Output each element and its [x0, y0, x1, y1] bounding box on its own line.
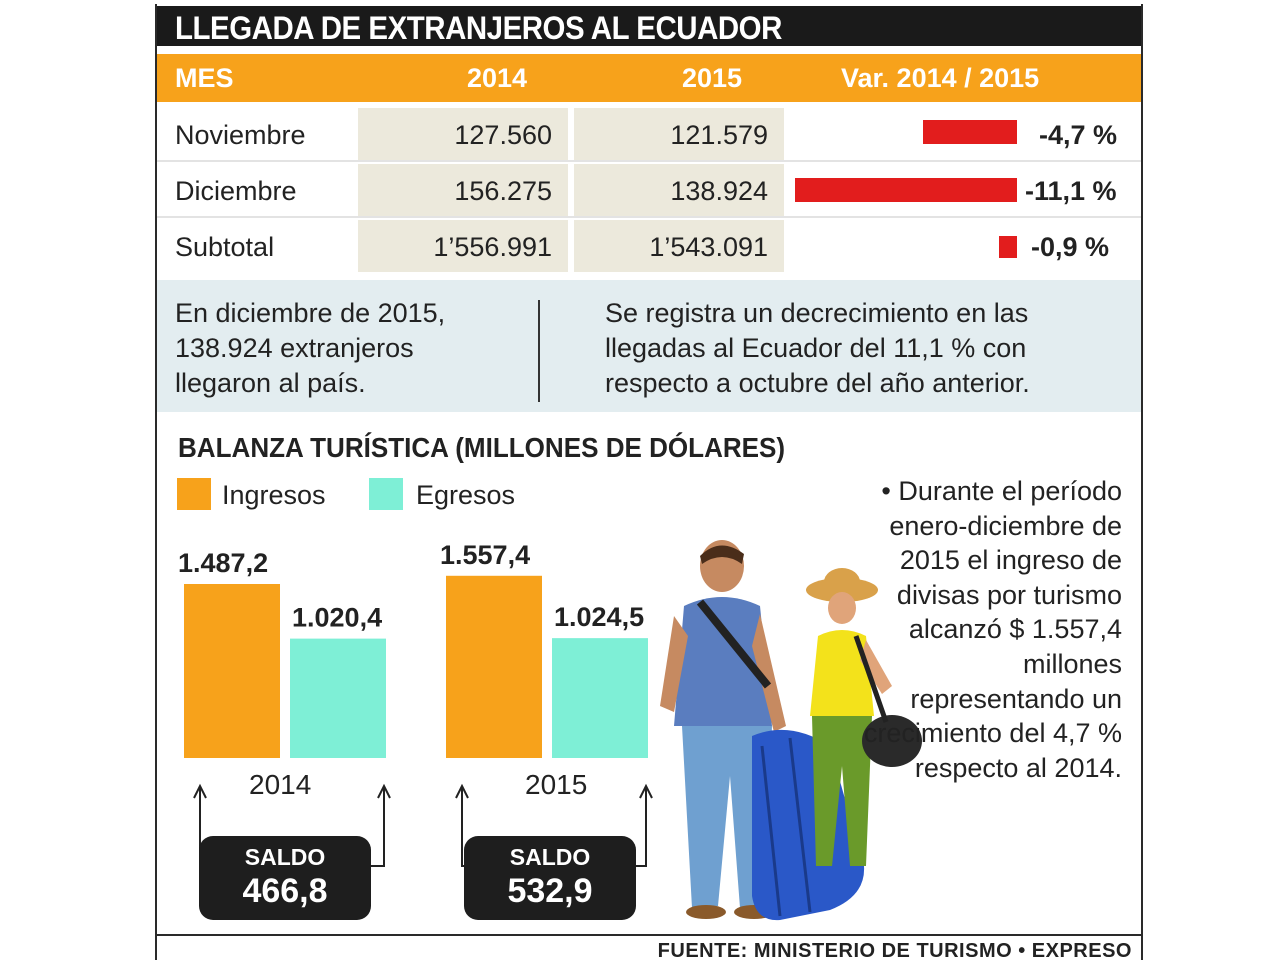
variation-label: -11,1 % [1025, 176, 1117, 206]
woman-arm [860, 640, 892, 694]
page-title: LLEGADA DE EXTRANJEROS AL ECUADOR [175, 10, 782, 46]
side-note: • Durante el período enero-diciembre de … [863, 476, 1122, 783]
table-row: Noviembre 127.560 121.579 -4,7 % [157, 108, 1141, 162]
bar-ingresos-2015 [446, 575, 542, 758]
variation-label: -0,9 % [1031, 232, 1110, 262]
value-2014: 127.560 [454, 120, 552, 150]
row-mes: Noviembre [175, 120, 306, 150]
value-2014: 1’556.991 [433, 232, 552, 262]
saldo-badge-2014: SALDO 466,8 [199, 836, 371, 920]
arrow-up-icon [455, 783, 469, 799]
row-mes: Subtotal [175, 232, 275, 262]
saldo-value: 532,9 [507, 872, 593, 910]
legend-ingresos-label: Ingresos [222, 480, 326, 510]
man-shirt [674, 597, 772, 726]
balanza-chart: 1.487,2 1.020,4 2014 1.557,4 1.024,5 2015 [178, 540, 653, 867]
header-var: Var. 2014 / 2015 [841, 63, 1040, 93]
sun-hat-crown [824, 568, 860, 596]
legend-egresos-swatch [369, 478, 403, 510]
header-2015: 2015 [682, 63, 743, 93]
bar-value-label: 1.020,4 [292, 603, 382, 633]
man-jeans [682, 726, 772, 908]
bar-value-label: 1.557,4 [440, 540, 530, 570]
saldo-label: SALDO [509, 844, 591, 870]
category-label: 2014 [249, 769, 311, 800]
note-right: Se registra un decrecimiento en las lleg… [605, 298, 1030, 398]
arrow-up-icon [377, 783, 391, 799]
bar-egresos-2015 [552, 638, 648, 758]
cell-2014: 1’556.991 [358, 220, 568, 272]
saldo-badge-2015: SALDO 532,9 [464, 836, 636, 920]
man-arm [752, 614, 786, 732]
cell-2015: 121.579 [574, 108, 784, 160]
bar-value-label: 1.487,2 [178, 548, 268, 578]
cell-2014: 156.275 [358, 164, 568, 216]
value-2015: 1’543.091 [649, 232, 768, 262]
bag-strap [853, 635, 889, 723]
value-2014: 156.275 [454, 176, 552, 206]
header-2014: 2014 [467, 63, 528, 93]
suitcase-seam [760, 737, 812, 917]
value-2015: 121.579 [670, 120, 768, 150]
table-row: Diciembre 156.275 138.924 -11,1 % [157, 164, 1141, 218]
note-left: En diciembre de 2015, 138.924 extranjero… [175, 298, 446, 398]
man-hair [700, 545, 744, 564]
category-label: 2015 [525, 769, 587, 800]
duffel-bag [862, 715, 922, 767]
table-header: MES 2014 2015 Var. 2014 / 2015 [157, 54, 1141, 102]
cell-2015: 138.924 [574, 164, 784, 216]
bag-strap [696, 599, 772, 689]
variation-bar [795, 178, 1017, 202]
saldo-label: SALDO [244, 844, 326, 870]
arrow-up-icon [193, 783, 207, 799]
woman-pants [812, 716, 872, 866]
cell-2015: 1’543.091 [574, 220, 784, 272]
bar-ingresos-2014 [184, 584, 280, 758]
legend-egresos-label: Egresos [416, 480, 516, 510]
infographic-frame [155, 4, 1143, 960]
header-mes: MES [175, 63, 234, 93]
table-row: Subtotal 1’556.991 1’543.091 -0,9 % [157, 220, 1141, 272]
title-bar: LLEGADA DE EXTRANJEROS AL ECUADOR [157, 6, 1141, 46]
tourists-illustration [660, 540, 922, 921]
value-2015: 138.924 [670, 176, 768, 206]
bar-value-label: 1.024,5 [554, 602, 644, 632]
legend-ingresos-swatch [177, 478, 211, 510]
saldo-value: 466,8 [242, 872, 328, 910]
row-mes: Diciembre [175, 176, 297, 206]
cell-2014: 127.560 [358, 108, 568, 160]
bar-egresos-2014 [290, 638, 386, 758]
footer-rule [157, 934, 1141, 936]
variation-bar [923, 120, 1017, 144]
variation-label: -4,7 % [1039, 120, 1118, 150]
balanza-title: BALANZA TURÍSTICA (MILLONES DE DÓLARES) [178, 432, 786, 463]
source-credit: FUENTE: MINISTERIO DE TURISMO • EXPRESO [657, 940, 1132, 962]
arrow-up-icon [639, 783, 653, 799]
notes-band [157, 280, 1141, 412]
variation-bar [999, 236, 1017, 258]
notes-divider [538, 300, 540, 402]
man-shoe [686, 905, 726, 919]
man-arm [660, 616, 688, 712]
woman-top [810, 630, 874, 716]
woman-head [828, 592, 856, 624]
